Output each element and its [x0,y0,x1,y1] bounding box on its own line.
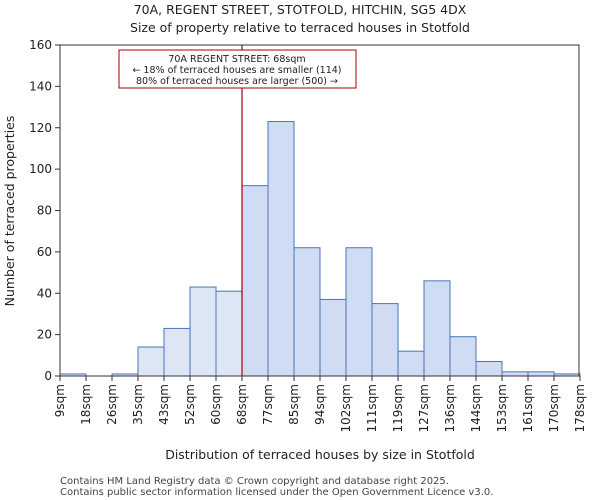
x-axis-ticks: 9sqm 18sqm 26sqm 35sqm 43sqm 52sqm 60sqm 68sqm 7… [53,376,587,432]
bar-127sqm [423,280,451,377]
y-tick-label: 20 [37,328,52,342]
bar-77sqm [267,121,295,377]
x-tick-label: 119sqm [391,384,405,432]
x-tick-label: 170sqm [547,384,561,432]
y-tick-label: 140 [29,79,52,93]
bar-161sqm [527,371,555,377]
annotation-line-2: ← 18% of terraced houses are smaller (11… [132,65,341,76]
x-tick-label: 9sqm [53,384,67,417]
bar-43sqm [163,327,191,377]
x-tick-label: 52sqm [183,384,197,425]
annotation-line-1: 70A REGENT STREET: 68sqm [168,54,305,65]
bar-68sqm [241,185,269,377]
bar-111sqm [371,303,399,377]
bar-52sqm [189,286,217,377]
plot-area: 0 20 40 60 80 100 120 140 160 9sqm 18sqm 26sqm 35sq… [29,38,587,432]
bar-85sqm [293,247,321,377]
bars-group [59,121,581,377]
x-tick-label: 111sqm [365,384,379,432]
bar-35sqm [137,346,165,377]
bar-119sqm [397,350,425,377]
bar-102sqm [345,247,373,377]
x-tick-label: 144sqm [469,384,483,432]
y-tick-label: 60 [37,245,52,259]
y-axis-label: Number of terraced properties [2,116,17,307]
y-tick-label: 80 [37,204,52,218]
chart-title: 70A, REGENT STREET, STOTFOLD, HITCHIN, S… [134,2,467,17]
plot-frame [59,44,580,377]
x-tick-label: 161sqm [521,384,535,432]
bar-144sqm [475,361,503,377]
bar-94sqm [319,298,347,377]
y-tick-label: 40 [37,286,52,300]
y-tick-label: 100 [29,162,52,176]
x-tick-label: 178sqm [573,384,587,432]
annotation-frame [118,49,357,89]
annotation-box: 70A REGENT STREET: 68sqm ← 18% of terrac… [118,49,357,89]
footer-line-2: Contains public sector information licen… [60,487,493,498]
x-tick-label: 127sqm [417,384,431,432]
x-tick-label: 153sqm [495,384,509,432]
x-axis-label: Distribution of terraced houses by size … [165,447,475,462]
x-tick-label: 77sqm [261,384,275,425]
x-tick-label: 43sqm [157,384,171,425]
y-axis-ticks: 0 20 40 60 80 100 120 140 160 [29,38,60,383]
y-tick-label: 120 [29,121,52,135]
x-tick-label: 85sqm [287,384,301,425]
footer-line-1: Contains HM Land Registry data © Crown c… [60,476,449,487]
x-tick-label: 26sqm [105,384,119,425]
x-tick-label: 68sqm [235,384,249,425]
bar-136sqm [449,336,477,377]
x-tick-label: 60sqm [209,384,223,425]
bar-60sqm [215,290,243,377]
x-tick-label: 94sqm [313,384,327,425]
y-tick-label: 0 [44,369,52,383]
chart-subtitle: Size of property relative to terraced ho… [130,20,470,35]
y-tick-label: 160 [29,38,52,52]
annotation-line-3: 80% of terraced houses are larger (500) … [136,76,338,87]
bar-153sqm [501,371,529,377]
x-tick-label: 136sqm [443,384,457,432]
x-tick-label: 35sqm [131,384,145,425]
x-tick-label: 102sqm [339,384,353,432]
x-tick-label: 18sqm [79,384,93,425]
